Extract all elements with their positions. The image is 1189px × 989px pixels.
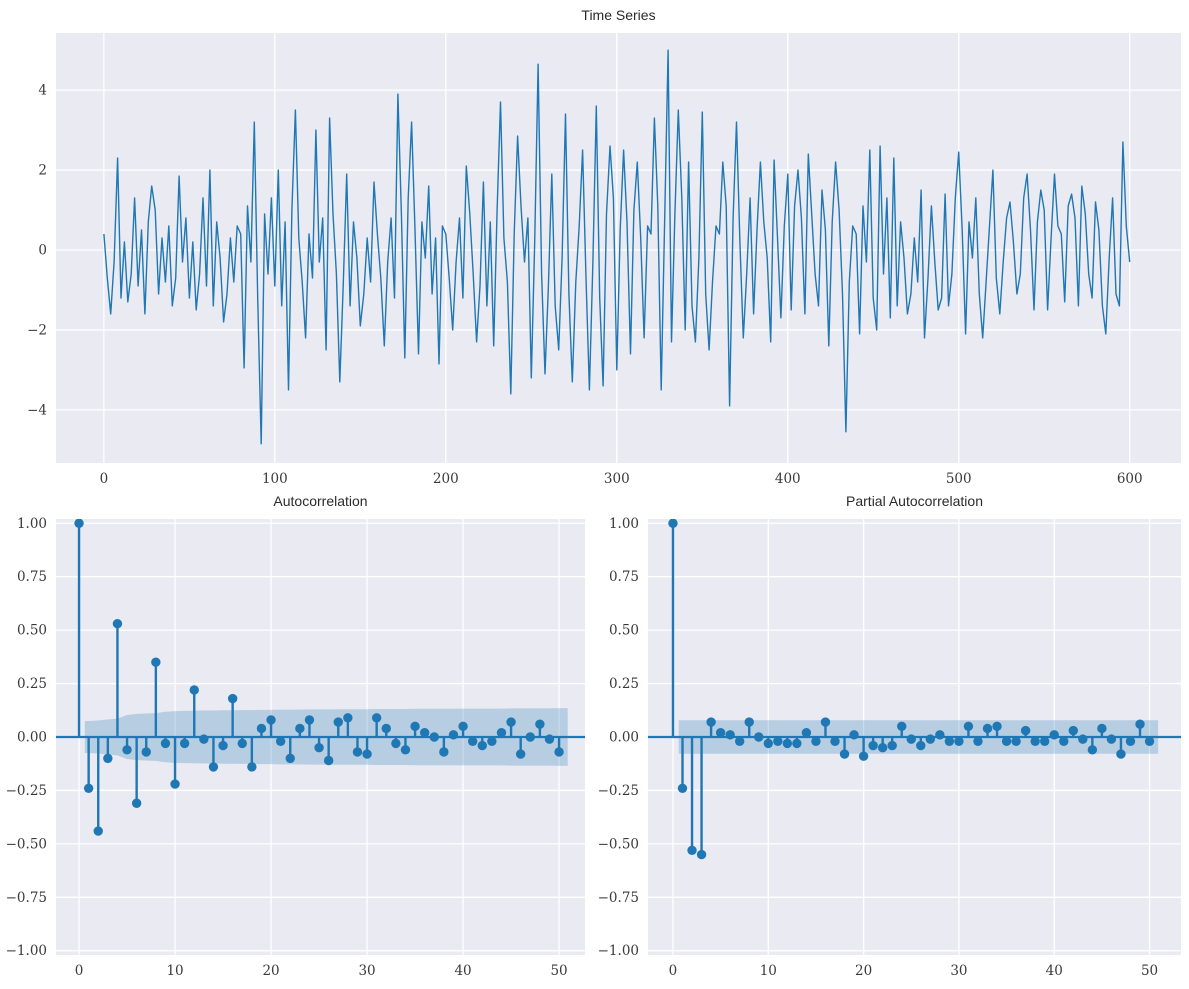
svg-text:−1.00: −1.00	[6, 943, 47, 959]
pacf-y-tick-labels: 1.00 0.75 0.50 0.25 0.00 −0.25 −0.50 −0.75 −1.00	[598, 516, 639, 959]
svg-text:0.25: 0.25	[609, 676, 639, 692]
svg-text:100: 100	[262, 471, 288, 487]
svg-text:4: 4	[38, 83, 47, 99]
svg-text:0.00: 0.00	[609, 730, 639, 746]
acf-x-tick-labels: 0 10 20 30 40 50	[75, 963, 568, 979]
svg-text:0.25: 0.25	[17, 676, 47, 692]
pacf-markers	[668, 519, 1155, 860]
svg-text:0: 0	[100, 471, 109, 487]
time-series-axes-background	[56, 33, 1181, 463]
svg-text:1.00: 1.00	[17, 516, 47, 532]
svg-text:40: 40	[454, 963, 471, 979]
svg-text:−0.50: −0.50	[598, 836, 639, 852]
svg-text:10: 10	[760, 963, 777, 979]
acf-stems	[77, 523, 561, 832]
acf-y-tick-labels: 1.00 0.75 0.50 0.25 0.00 −0.25 −0.50 −0.75 −1.00	[6, 516, 47, 959]
svg-text:50: 50	[1141, 963, 1158, 979]
svg-text:30: 30	[950, 963, 967, 979]
svg-text:500: 500	[946, 471, 972, 487]
svg-text:0: 0	[75, 963, 84, 979]
time-series-plot: 0 100 200 300 400 500 600 4 2 0 −2 −4	[27, 33, 1181, 487]
svg-text:50: 50	[550, 963, 567, 979]
svg-text:200: 200	[433, 471, 459, 487]
svg-text:−0.75: −0.75	[6, 890, 47, 906]
svg-text:400: 400	[775, 471, 801, 487]
svg-text:−4: −4	[27, 402, 47, 418]
svg-text:2: 2	[38, 163, 47, 179]
svg-text:20: 20	[855, 963, 872, 979]
pacf-title: Partial Autocorrelation	[846, 493, 983, 509]
acf-gridlines	[56, 519, 585, 955]
svg-text:0.50: 0.50	[17, 623, 47, 639]
svg-text:600: 600	[1117, 471, 1143, 487]
svg-text:1.00: 1.00	[609, 516, 639, 532]
svg-text:300: 300	[604, 471, 630, 487]
svg-text:10: 10	[166, 963, 183, 979]
acf-markers	[74, 519, 564, 836]
time-series-y-tick-labels: 4 2 0 −2 −4	[27, 83, 47, 419]
svg-text:−0.25: −0.25	[6, 783, 47, 799]
svg-text:0: 0	[38, 242, 47, 258]
svg-text:−0.25: −0.25	[598, 783, 639, 799]
svg-text:−0.75: −0.75	[598, 890, 639, 906]
time-series-line	[103, 49, 1131, 445]
pacf-x-tick-labels: 0 10 20 30 40 50	[669, 963, 1158, 979]
svg-text:30: 30	[358, 963, 375, 979]
time-series-title: Time Series	[581, 7, 656, 23]
svg-text:0.50: 0.50	[609, 623, 639, 639]
svg-text:−2: −2	[27, 322, 47, 338]
acf-plot: 0 10 20 30 40 50 1.00 0.75 0.50 0.25 0.00 −0.25 −0.5…	[6, 516, 585, 979]
pacf-plot: 0 10 20 30 40 50 1.00 0.75 0.50 0.25 0.00 −0.25 −0.5…	[598, 516, 1181, 979]
svg-text:0.75: 0.75	[17, 569, 47, 585]
svg-text:40: 40	[1046, 963, 1063, 979]
svg-text:0.00: 0.00	[17, 730, 47, 746]
svg-text:−1.00: −1.00	[598, 943, 639, 959]
svg-text:0.75: 0.75	[609, 569, 639, 585]
svg-text:20: 20	[262, 963, 279, 979]
svg-text:0: 0	[669, 963, 678, 979]
acf-title: Autocorrelation	[273, 493, 368, 509]
svg-text:−0.50: −0.50	[6, 836, 47, 852]
time-series-x-tick-labels: 0 100 200 300 400 500 600	[100, 471, 1143, 487]
